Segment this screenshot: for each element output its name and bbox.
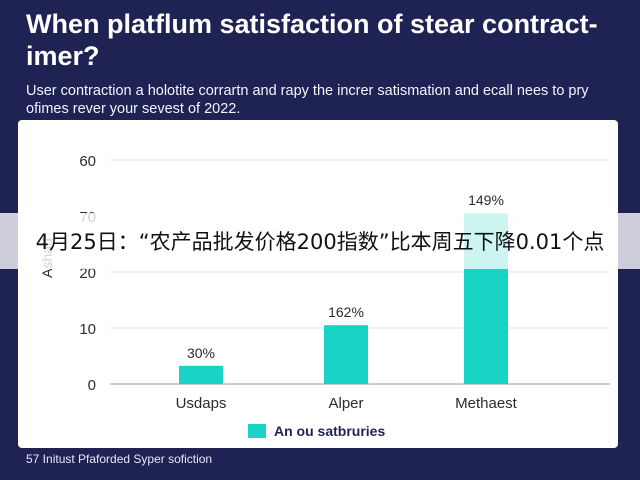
x-tick-label: Alper <box>328 395 363 412</box>
y-tick-label: 60 <box>79 153 96 170</box>
y-tick-label: 20 <box>79 265 96 282</box>
news-banner: 4月25日：“农产品批发价格200指数”比本周五下降0.01个点 <box>0 213 640 269</box>
legend-swatch <box>248 424 266 438</box>
chart-subtitle: User contraction a holotite corrartn and… <box>26 83 589 117</box>
x-tick-label: Methaest <box>455 395 518 412</box>
legend-label: An ou satbruries <box>274 423 385 439</box>
bar <box>179 365 223 384</box>
bar-chart: 01020706090Ashad30%Usdaps162%Alper149%Me… <box>39 120 610 439</box>
y-tick-label: 0 <box>88 377 96 394</box>
y-tick-label: 90 <box>79 120 96 124</box>
chart-title: When platflum satisfaction of stear cont… <box>26 9 598 71</box>
banner-text: 4月25日：“农产品批发价格200指数”比本周五下降0.01个点 <box>35 230 605 254</box>
x-tick-label: Usdaps <box>176 395 227 412</box>
bar <box>324 325 368 384</box>
data-label: 149% <box>468 192 504 208</box>
y-tick-label: 10 <box>79 321 96 338</box>
footnote: 57 Initust Pfaforded Syper sofiction <box>26 452 213 466</box>
data-label: 30% <box>187 345 215 361</box>
data-label: 162% <box>328 304 364 320</box>
plot-area: 01020706090Ashad30%Usdaps162%Alper149%Me… <box>18 120 618 448</box>
